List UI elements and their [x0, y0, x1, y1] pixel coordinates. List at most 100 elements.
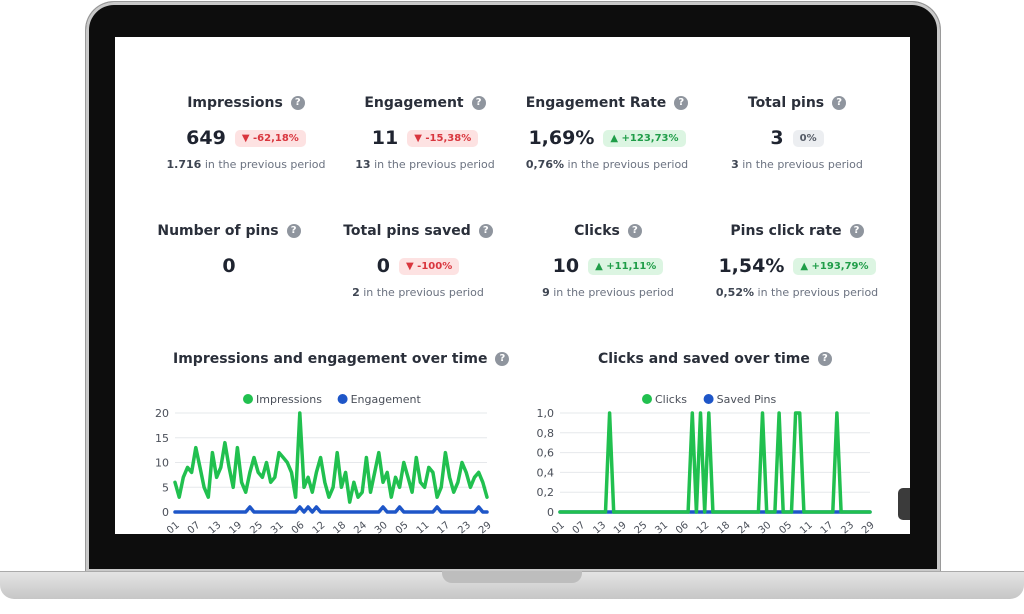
x-tick-label: 29 [477, 520, 494, 534]
help-icon[interactable]: ? [849, 224, 864, 238]
x-tick-label: 18 [715, 520, 732, 534]
change-badge: ▼ -100% [399, 257, 460, 275]
x-tick-label: 31 [269, 520, 286, 534]
help-icon[interactable]: ? [674, 96, 689, 110]
metric-value: 0 [376, 255, 390, 277]
x-tick-label: 25 [248, 520, 265, 534]
metric-value: 1,69% [528, 127, 595, 149]
help-icon[interactable]: ? [478, 224, 493, 238]
metric-title: Pins click rate [730, 223, 842, 239]
x-tick-label: 19 [612, 520, 629, 534]
metric-title: Total pins saved [343, 223, 471, 239]
scroll-handle[interactable] [898, 488, 910, 520]
legend-swatch [243, 394, 253, 404]
y-tick-label: 0,8 [537, 427, 555, 440]
help-icon[interactable]: ? [832, 96, 847, 110]
metric-clicks: Clicks? 10 ▲ +11,11% 9 in the previous pe… [518, 223, 698, 299]
previous-period: 3 in the previous period [731, 158, 863, 171]
metric-number-of-pins: Number of pins? 0 [139, 223, 319, 277]
x-tick-label: 06 [290, 520, 307, 534]
legend-label: Clicks [655, 393, 687, 406]
x-tick-label: 11 [415, 520, 432, 534]
x-tick-label: 17 [819, 520, 836, 534]
x-tick-label: 24 [736, 520, 753, 534]
x-tick-label: 19 [227, 520, 244, 534]
x-tick-label: 12 [311, 520, 328, 534]
x-tick-label: 07 [186, 520, 203, 534]
x-tick-label: 12 [695, 520, 712, 534]
previous-period: 2 in the previous period [352, 286, 484, 299]
x-tick-label: 13 [207, 520, 224, 534]
x-tick-label: 24 [352, 520, 369, 534]
x-tick-label: 13 [591, 520, 608, 534]
help-icon[interactable]: ? [471, 96, 486, 110]
chart-title-impressions-engagement: Impressions and engagement over time? [173, 351, 510, 367]
metric-value: 11 [371, 127, 399, 149]
x-tick-label: 11 [798, 520, 815, 534]
y-tick-label: 0,6 [537, 447, 555, 460]
y-tick-label: 0,2 [537, 486, 555, 499]
x-tick-label: 23 [456, 520, 473, 534]
legend-swatch [337, 394, 348, 404]
y-tick-label: 0,4 [537, 466, 555, 479]
metric-value: 0 [222, 255, 236, 277]
help-icon[interactable]: ? [286, 224, 301, 238]
legend-label: Engagement [351, 393, 422, 406]
metric-engagement-rate: Engagement Rate? 1,69% ▲ +123,73% 0,76% i… [517, 95, 697, 171]
laptop-notch [442, 571, 582, 583]
x-tick-label: 25 [633, 520, 650, 534]
metric-total-pins: Total pins? 3 0% 3 in the previous period [707, 95, 887, 171]
series-line-engagement [173, 505, 489, 514]
metric-title: Number of pins [157, 223, 279, 239]
x-tick-label: 30 [373, 520, 390, 534]
x-tick-label: 18 [331, 520, 348, 534]
y-tick-label: 15 [155, 432, 169, 445]
x-tick-label: 06 [674, 520, 691, 534]
y-tick-label: 1,0 [537, 407, 555, 420]
x-tick-label: 05 [394, 520, 411, 534]
help-icon[interactable]: ? [290, 96, 305, 110]
series-line-impressions [173, 411, 489, 504]
metric-value: 10 [552, 255, 580, 277]
x-tick-label: 07 [571, 520, 588, 534]
x-tick-label: 01 [550, 520, 567, 534]
metric-title: Clicks [574, 223, 620, 239]
change-badge: ▼ -15,38% [407, 129, 479, 147]
x-tick-label: 23 [839, 520, 856, 534]
y-tick-label: 5 [162, 481, 169, 494]
help-icon[interactable]: ? [817, 352, 832, 366]
metric-value: 649 [186, 127, 226, 149]
y-tick-label: 0 [547, 506, 554, 519]
previous-period: 13 in the previous period [355, 158, 495, 171]
metric-value: 1,54% [718, 255, 785, 277]
metric-impressions: Impressions? 649 ▼ -62,18% 1.716 in the p… [156, 95, 336, 171]
series-line-clicks [558, 411, 872, 514]
y-tick-label: 10 [155, 457, 169, 470]
legend-label: Impressions [256, 393, 322, 406]
previous-period: 0,76% in the previous period [525, 158, 689, 171]
help-icon[interactable]: ? [627, 224, 642, 238]
legend-swatch [703, 394, 714, 404]
help-icon[interactable]: ? [495, 352, 510, 366]
impressions-engagement-chart: Impressions Engagement 20 15 10 5 001 07 13 19 25 3… [155, 393, 494, 534]
previous-period: 9 in the previous period [542, 286, 674, 299]
metric-engagement: Engagement? 11 ▼ -15,38% 13 in the previo… [335, 95, 515, 171]
metric-title: Impressions [187, 95, 283, 111]
y-tick-label: 20 [155, 407, 169, 420]
x-tick-label: 05 [777, 520, 794, 534]
change-badge: ▼ -62,18% [234, 129, 306, 147]
previous-period: 0,52% in the previous period [715, 286, 879, 299]
x-tick-label: 30 [757, 520, 774, 534]
clicks-saved-chart: Clicks Saved Pins 1,0 0,8 0,6 0,4 0,2 001 07 13 19… [537, 393, 877, 534]
metric-pins-click-rate: Pins click rate? 1,54% ▲ +193,79% 0,52% i… [707, 223, 887, 299]
x-tick-label: 17 [435, 520, 452, 534]
x-tick-label: 31 [653, 520, 670, 534]
dashboard-screen: Impressions? 649 ▼ -62,18% 1.716 in the p… [115, 37, 910, 534]
change-badge: ▲ +11,11% [588, 257, 664, 275]
metric-title: Engagement [364, 95, 464, 111]
metric-title: Total pins [747, 95, 825, 111]
y-tick-label: 0 [162, 506, 169, 519]
chart-title-clicks-saved: Clicks and saved over time? [598, 351, 832, 367]
metric-value: 3 [770, 127, 784, 149]
x-tick-label: 01 [165, 520, 182, 534]
